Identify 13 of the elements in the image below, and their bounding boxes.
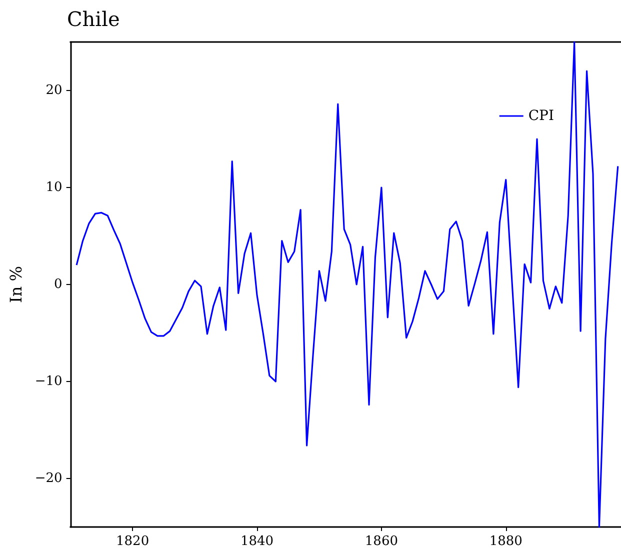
x-tick-label: 1860 [364,534,398,549]
legend-label: CPI [528,108,554,124]
y-tick-label: −20 [34,471,62,486]
y-tick-label: 20 [46,83,62,98]
y-tick-label: 0 [54,277,62,292]
y-axis-title: In % [6,266,26,303]
chart-title: Chile [67,7,120,31]
line-series [76,41,619,528]
y-tick-label: 10 [46,180,62,195]
x-tick-label: 1840 [240,534,274,549]
y-tick-label: −10 [34,374,62,389]
x-tick-label: 1880 [489,534,522,549]
x-tick-label: 1820 [116,534,150,549]
